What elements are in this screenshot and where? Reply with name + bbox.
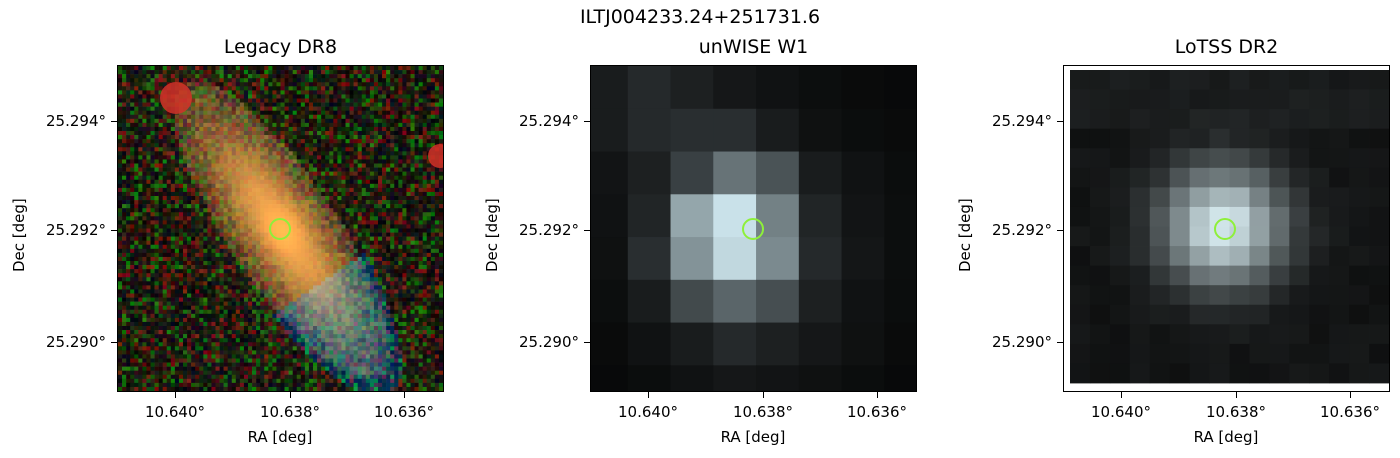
xtick-mark bbox=[877, 392, 878, 398]
xtick-label: 10.638° bbox=[260, 403, 320, 421]
optical-image bbox=[118, 66, 443, 391]
xtick-mark bbox=[1121, 392, 1122, 398]
xtick-label: 10.636° bbox=[847, 403, 907, 421]
target-circle-icon bbox=[1214, 218, 1236, 240]
infrared-image bbox=[591, 66, 916, 391]
xtick-mark bbox=[175, 392, 176, 398]
target-circle-icon bbox=[742, 218, 764, 240]
image-axes bbox=[117, 65, 444, 392]
panel-title: LoTSS DR2 bbox=[1174, 36, 1279, 58]
xtick-mark bbox=[648, 392, 649, 398]
ytick-label: 25.290° bbox=[46, 333, 106, 351]
ytick-mark bbox=[1057, 121, 1063, 122]
x-axis-label: RA [deg] bbox=[720, 428, 786, 446]
xtick-mark bbox=[1350, 392, 1351, 398]
ytick-label: 25.292° bbox=[519, 221, 579, 239]
xtick-label: 10.638° bbox=[1206, 403, 1266, 421]
xtick-mark bbox=[1236, 392, 1237, 398]
ytick-label: 25.292° bbox=[992, 221, 1052, 239]
ytick-label: 25.290° bbox=[519, 333, 579, 351]
ytick-mark bbox=[1057, 342, 1063, 343]
ytick-label: 25.294° bbox=[992, 112, 1052, 130]
image-axes bbox=[590, 65, 917, 392]
x-axis-label: RA [deg] bbox=[1193, 428, 1259, 446]
panel-title: unWISE W1 bbox=[698, 36, 809, 58]
ytick-mark bbox=[111, 121, 117, 122]
panel-lotss-dr2: LoTSS DR2 25.294° 25.292° 25.290° 10.640… bbox=[946, 0, 1400, 458]
ytick-label: 25.294° bbox=[46, 112, 106, 130]
ytick-label: 25.292° bbox=[46, 221, 106, 239]
star-blob bbox=[428, 144, 443, 168]
ytick-mark bbox=[111, 230, 117, 231]
ytick-mark bbox=[1057, 230, 1063, 231]
xtick-label: 10.640° bbox=[618, 403, 678, 421]
ytick-label: 25.290° bbox=[992, 333, 1052, 351]
xtick-label: 10.638° bbox=[733, 403, 793, 421]
xtick-mark bbox=[763, 392, 764, 398]
ytick-mark bbox=[584, 121, 590, 122]
xtick-label: 10.640° bbox=[1091, 403, 1151, 421]
x-axis-label: RA [deg] bbox=[247, 428, 313, 446]
y-axis-label: Dec [deg] bbox=[956, 198, 974, 272]
target-circle-icon bbox=[269, 218, 291, 240]
xtick-label: 10.636° bbox=[1320, 403, 1380, 421]
ytick-mark bbox=[584, 230, 590, 231]
ytick-mark bbox=[584, 342, 590, 343]
panel-title: Legacy DR8 bbox=[223, 36, 338, 58]
ytick-label: 25.294° bbox=[519, 112, 579, 130]
xtick-label: 10.640° bbox=[145, 403, 205, 421]
star-blob bbox=[160, 82, 192, 114]
panel-unwise-w1: unWISE W1 25.294° 25.292° 25.290° 10.640… bbox=[473, 0, 933, 458]
y-axis-label: Dec [deg] bbox=[10, 198, 28, 272]
xtick-mark bbox=[404, 392, 405, 398]
xtick-mark bbox=[290, 392, 291, 398]
figure-suptitle: ILTJ004233.24+251731.6 bbox=[579, 6, 821, 28]
ytick-mark bbox=[111, 342, 117, 343]
xtick-label: 10.636° bbox=[374, 403, 434, 421]
panel-legacy-dr8: Legacy DR8 25.294° 25.292° 25.290° 10.64… bbox=[0, 0, 460, 458]
y-axis-label: Dec [deg] bbox=[483, 198, 501, 272]
